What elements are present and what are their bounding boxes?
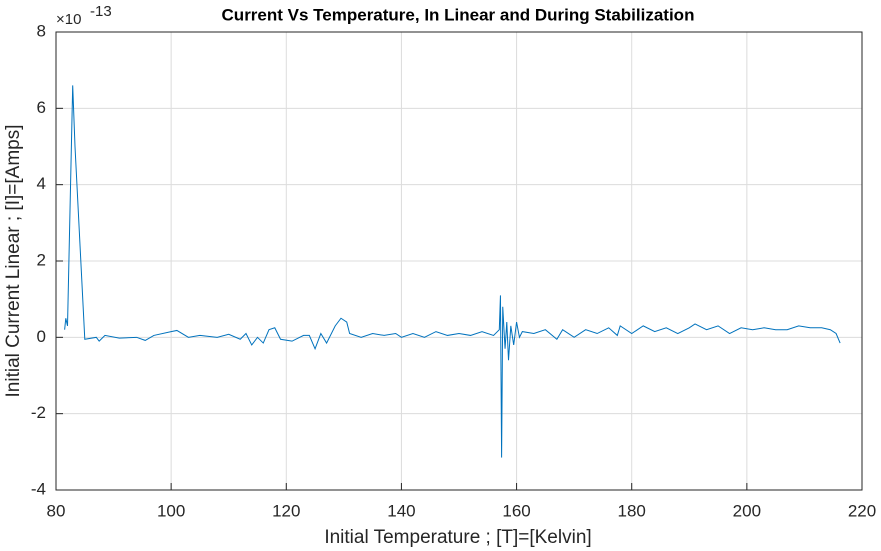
x-axis-label: Initial Temperature ; [T]=[Kelvin]	[324, 527, 591, 548]
y-axis-label: Initial Current Linear ; [I]=[Amps]	[3, 125, 24, 398]
x-tick-label: 180	[618, 501, 646, 520]
x-tick-label: 160	[502, 501, 530, 520]
y-tick-label: 8	[37, 21, 46, 40]
plot-frame	[55, 31, 863, 491]
y-exponent-power: -13	[90, 3, 112, 20]
y-tick-label: 2	[37, 250, 46, 269]
x-tick-label: 80	[47, 501, 66, 520]
y-tick-label: -4	[31, 479, 46, 498]
x-tick-label: 200	[733, 501, 761, 520]
x-tick-label: 100	[157, 501, 185, 520]
y-tick-label: 4	[37, 174, 46, 193]
x-tick-label: 220	[848, 501, 876, 520]
data-line	[64, 85, 841, 458]
y-tick-label: 0	[37, 327, 46, 346]
y-exponent-base: ×10	[56, 11, 81, 28]
chart-title: Current Vs Temperature, In Linear and Du…	[222, 5, 695, 24]
x-tick-label: 120	[272, 501, 300, 520]
y-tick-label: -2	[31, 403, 46, 422]
x-tick-label: 140	[387, 501, 415, 520]
y-tick-label: 6	[37, 98, 46, 117]
